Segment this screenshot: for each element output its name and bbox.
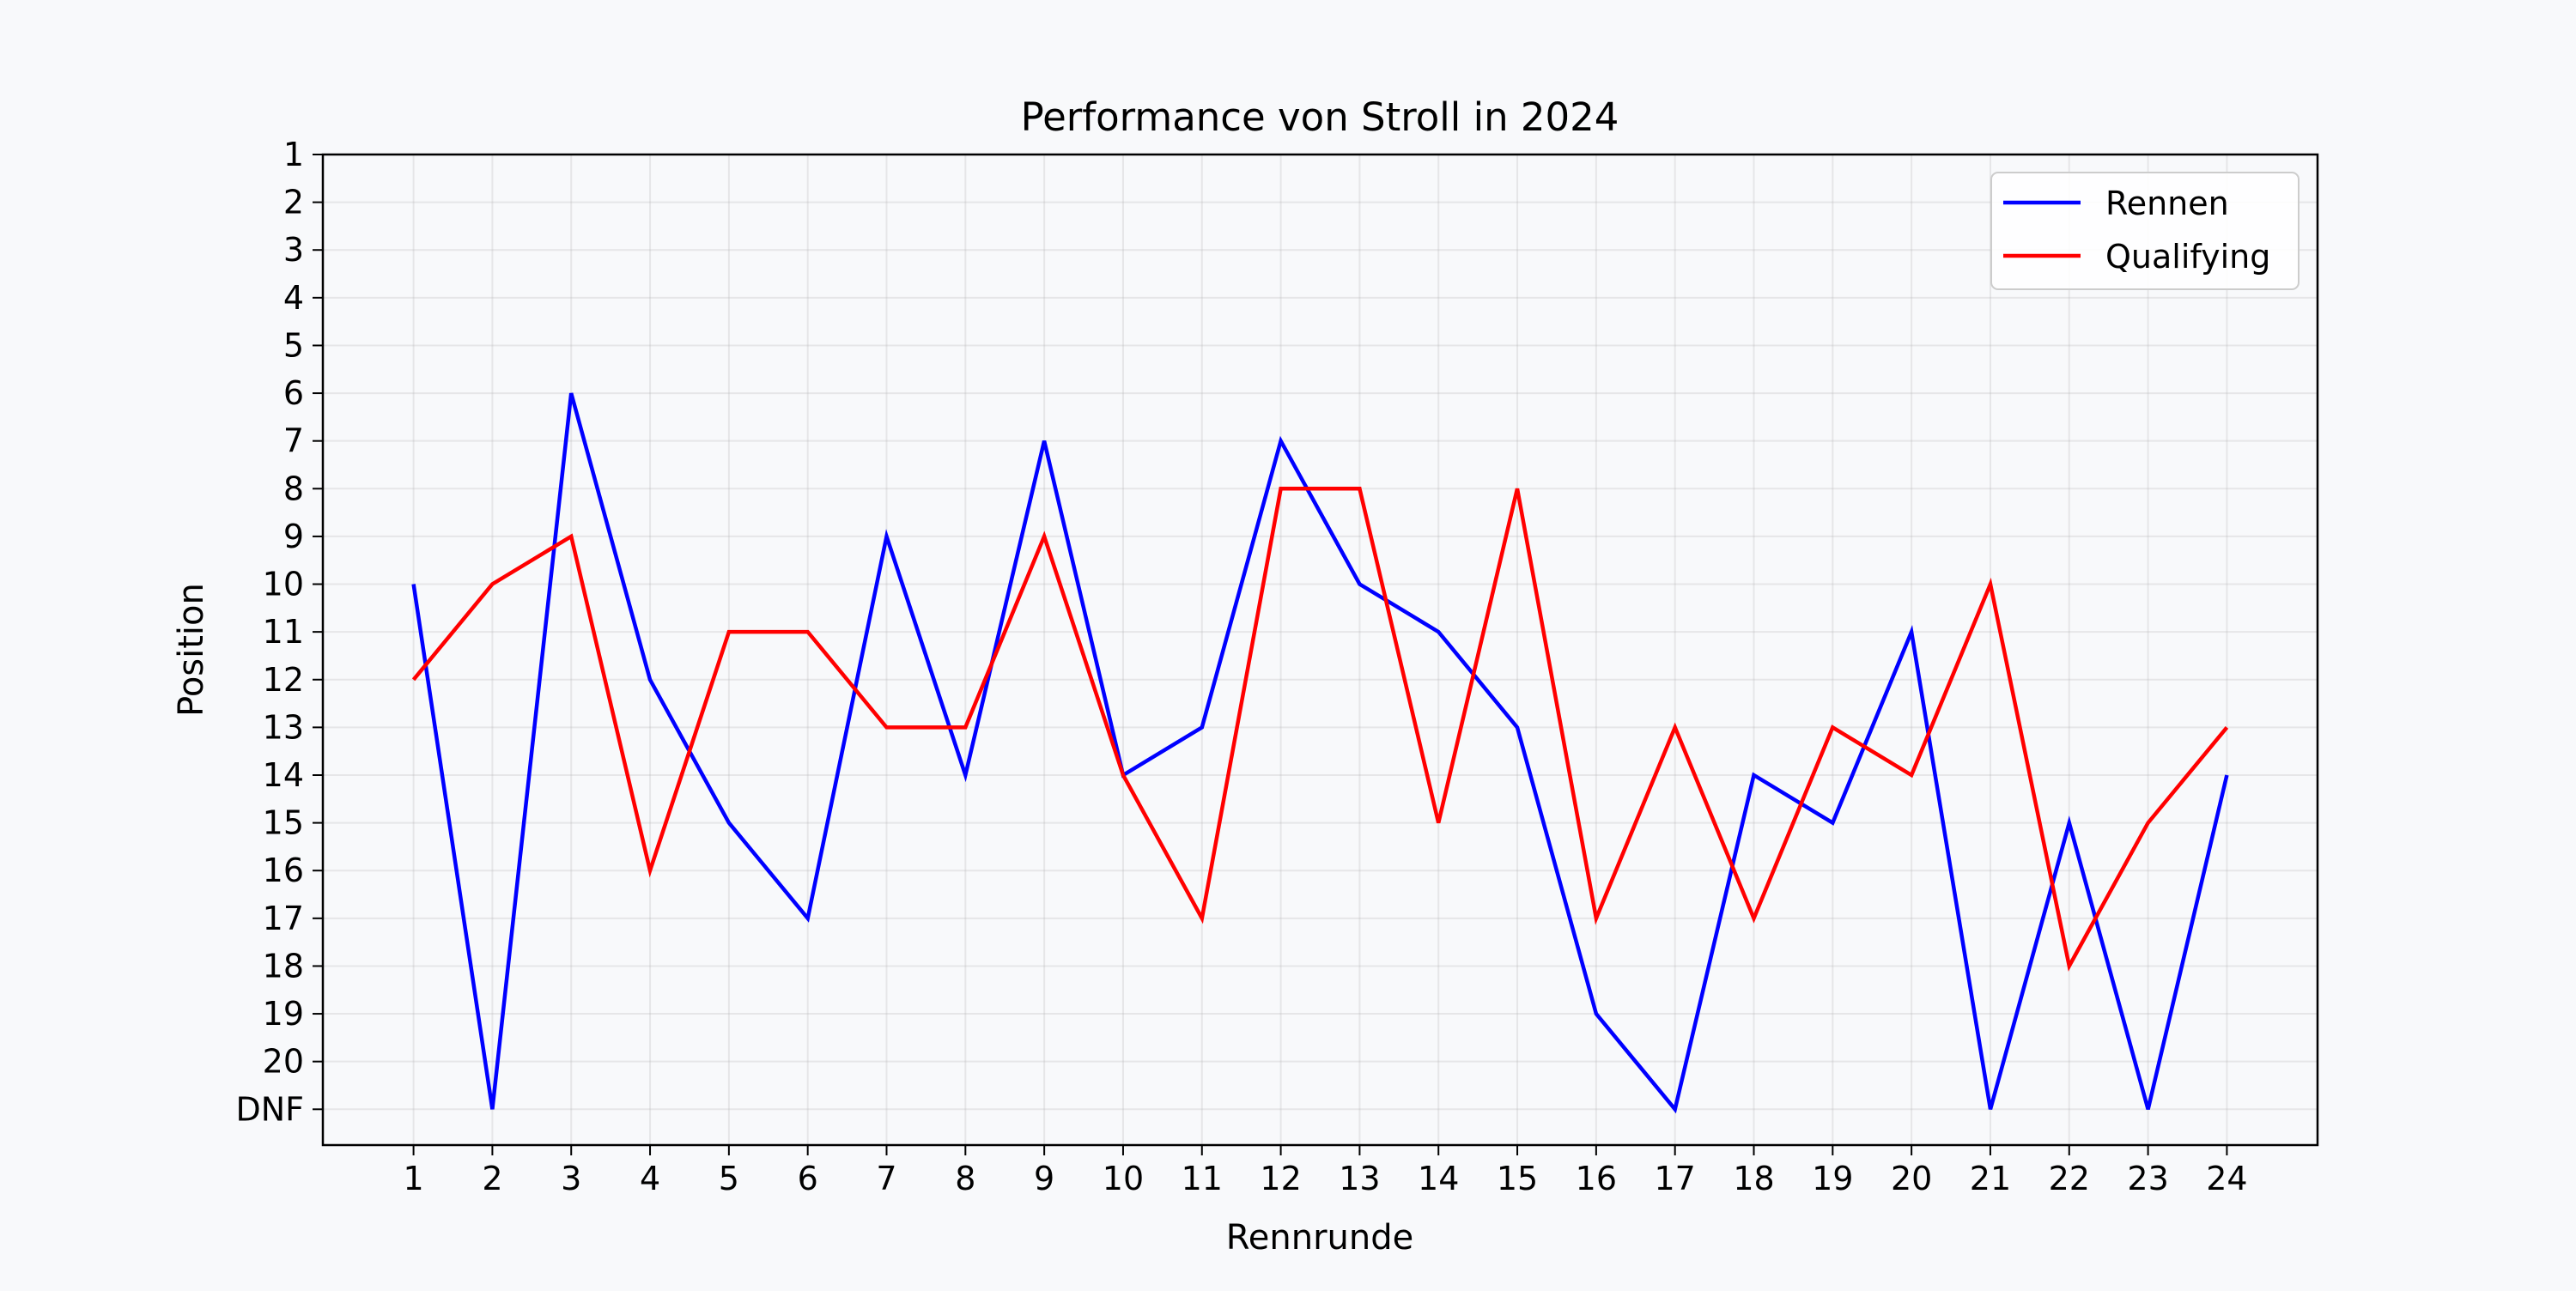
x-tick-label: 15: [1497, 1160, 1538, 1197]
x-tick-label: 10: [1103, 1160, 1144, 1197]
x-tick-label: 17: [1655, 1160, 1696, 1197]
x-tick-label: 19: [1812, 1160, 1853, 1197]
y-tick-label: 12: [263, 661, 304, 699]
y-tick-label: 2: [283, 184, 304, 221]
legend: Rennen Qualifying: [1990, 172, 2300, 290]
x-tick-label: 12: [1260, 1160, 1301, 1197]
y-tick-label: 11: [263, 613, 304, 651]
y-tick-label: 17: [263, 900, 304, 937]
x-tick-label: 2: [482, 1160, 502, 1197]
y-tick-label: 5: [283, 326, 304, 364]
chart-title: Performance von Stroll in 2024: [1021, 94, 1619, 140]
x-tick-label: 3: [561, 1160, 581, 1197]
y-tick-label: 20: [263, 1043, 304, 1081]
x-tick-label: 23: [2127, 1160, 2168, 1197]
x-tick-label: 6: [798, 1160, 818, 1197]
x-tick-label: 13: [1339, 1160, 1380, 1197]
y-tick-label: 14: [263, 756, 304, 794]
plot-frame: [321, 153, 2319, 1147]
x-axis-label: Rennrunde: [1226, 1218, 1413, 1258]
legend-label: Rennen: [2105, 185, 2229, 222]
y-tick-label: 4: [283, 279, 304, 317]
x-tick-label: 16: [1576, 1160, 1617, 1197]
x-tick-label: 24: [2206, 1160, 2247, 1197]
x-axis: 1 2 3 4 5 6 7 8 9 10 11 12 13 14 15 16 17 18 19 20 21 22 23 24: [403, 1145, 2248, 1197]
x-tick-label: 21: [1970, 1160, 2011, 1197]
x-tick-label: 7: [876, 1160, 896, 1197]
y-tick-label: 16: [263, 852, 304, 889]
y-tick-label: 13: [263, 708, 304, 746]
y-tick-label: 9: [283, 518, 304, 555]
y-tick-label: 7: [283, 422, 304, 460]
y-tick-label: 18: [263, 947, 304, 985]
y-tick-label: 19: [263, 995, 304, 1033]
series-line-rennen: [411, 392, 2229, 1114]
x-tick-label: 22: [2049, 1160, 2090, 1197]
series-lines: [411, 392, 2229, 1114]
x-tick-label: 5: [719, 1160, 739, 1197]
y-axis-label: Position: [172, 583, 211, 717]
y-tick-label: 3: [283, 231, 304, 269]
y-tick-label: 1: [283, 136, 304, 173]
x-tick-label: 14: [1418, 1160, 1459, 1197]
x-tick-label: 18: [1733, 1160, 1774, 1197]
grid-lines: [323, 154, 2318, 1145]
y-tick-label: 15: [263, 804, 304, 842]
x-tick-label: 4: [640, 1160, 660, 1197]
x-tick-label: 20: [1891, 1160, 1932, 1197]
x-tick-label: 1: [403, 1160, 423, 1197]
x-tick-label: 9: [1034, 1160, 1054, 1197]
y-tick-label: DNF: [235, 1090, 304, 1128]
y-tick-label: 6: [283, 374, 304, 412]
legend-label: Qualifying: [2105, 238, 2270, 276]
y-tick-label: 8: [283, 470, 304, 507]
y-tick-label: 10: [263, 566, 304, 603]
x-tick-label: 11: [1182, 1160, 1223, 1197]
x-tick-label: 8: [955, 1160, 975, 1197]
series-line-qualifying: [411, 487, 2229, 972]
